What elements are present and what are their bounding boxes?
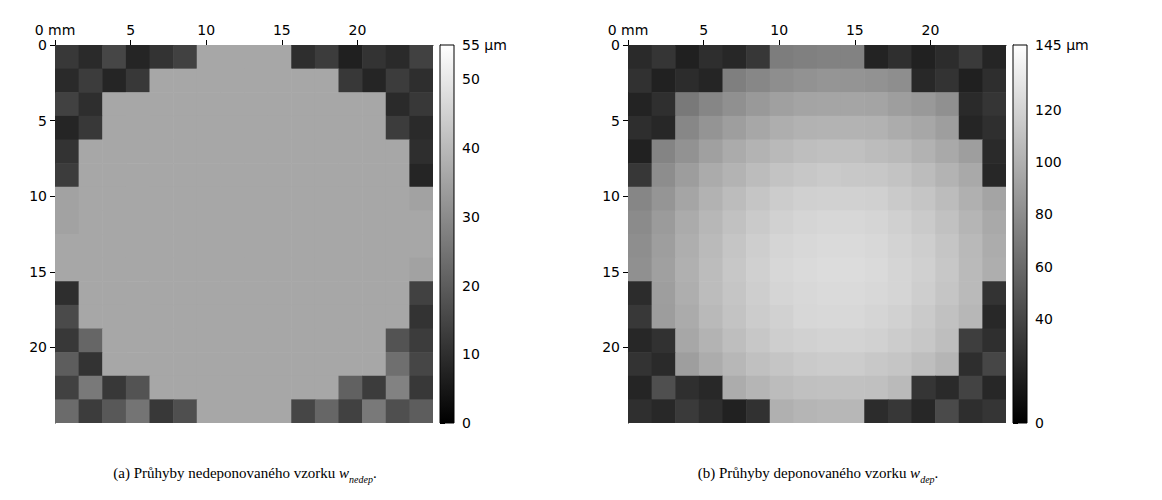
svg-text:0: 0 [38, 37, 47, 53]
svg-text:15: 15 [602, 264, 620, 280]
svg-text:w: w [910, 465, 920, 481]
svg-text:20: 20 [348, 22, 366, 38]
svg-text:(b) Průhyby deponovaného vzork: (b) Průhyby deponovaného vzorku [698, 465, 910, 482]
svg-text:nedep: nedep [349, 474, 373, 485]
svg-text:w: w [339, 465, 349, 481]
svg-text:100: 100 [1035, 154, 1062, 170]
svg-text:10: 10 [602, 188, 620, 204]
svg-text:40: 40 [462, 140, 480, 156]
svg-text:5: 5 [699, 22, 708, 38]
svg-text:dep: dep [920, 474, 934, 485]
svg-text:10: 10 [770, 22, 788, 38]
svg-text:.: . [935, 465, 939, 481]
svg-text:40: 40 [1035, 311, 1053, 327]
svg-text:50: 50 [462, 71, 480, 87]
svg-text:55 µm: 55 µm [462, 37, 507, 53]
svg-text:145 µm: 145 µm [1035, 37, 1089, 53]
svg-text:5: 5 [611, 113, 620, 129]
svg-text:0: 0 [462, 415, 471, 431]
svg-text:0 mm: 0 mm [608, 22, 649, 38]
svg-text:10: 10 [29, 188, 47, 204]
svg-text:10: 10 [462, 346, 480, 362]
svg-text:0: 0 [1035, 415, 1044, 431]
svg-text:.: . [373, 465, 377, 481]
svg-text:20: 20 [462, 278, 480, 294]
svg-text:60: 60 [1035, 259, 1053, 275]
svg-text:10: 10 [197, 22, 215, 38]
svg-text:20: 20 [29, 339, 47, 355]
svg-text:15: 15 [29, 264, 47, 280]
svg-text:5: 5 [126, 22, 135, 38]
svg-text:30: 30 [462, 209, 480, 225]
svg-text:15: 15 [846, 22, 864, 38]
svg-text:80: 80 [1035, 206, 1053, 222]
svg-text:120: 120 [1035, 102, 1062, 118]
svg-text:(a) Průhyby nedeponovaného vzo: (a) Průhyby nedeponovaného vzorku [113, 465, 339, 482]
svg-text:20: 20 [602, 339, 620, 355]
svg-text:0 mm: 0 mm [35, 22, 76, 38]
svg-text:5: 5 [38, 113, 47, 129]
svg-text:15: 15 [273, 22, 291, 38]
svg-text:0: 0 [611, 37, 620, 53]
svg-text:20: 20 [921, 22, 939, 38]
